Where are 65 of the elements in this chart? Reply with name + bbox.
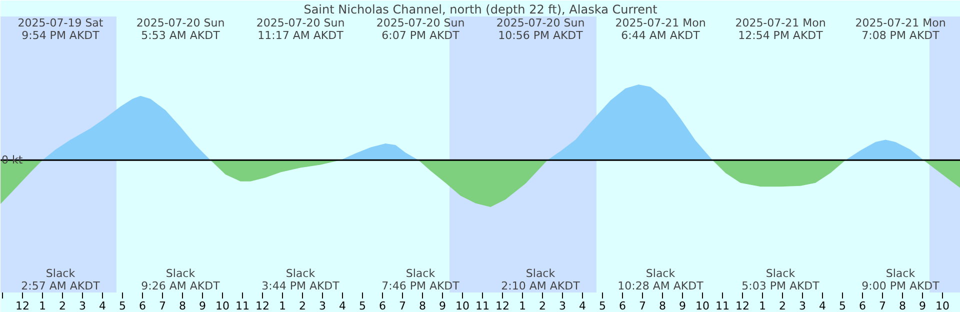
x-tick-label: 1 (759, 300, 766, 312)
text: Slack 9:26 AM AKDT (141, 267, 220, 292)
text: 2025-07-20 Sun 6:07 PM AKDT (376, 16, 465, 42)
text: Slack 7:46 PM AKDT (382, 267, 460, 292)
x-tick-label: 5 (599, 300, 606, 312)
x-tick-label: 9 (199, 300, 206, 312)
x-tick-label: 12 (736, 300, 750, 312)
x-tick-label: 10 (216, 300, 230, 312)
x-tick-label: 8 (179, 300, 186, 312)
text: Slack 9:00 PM AKDT (862, 267, 940, 292)
text: 2025-07-20 Sun 10:56 PM AKDT (496, 16, 585, 42)
text: 2025-07-19 Sat 9:54 PM AKDT (18, 16, 104, 42)
x-tick-label: 2 (59, 300, 66, 312)
x-tick-label: 7 (159, 300, 166, 312)
text: Slack 10:28 AM AKDT (618, 267, 704, 292)
x-tick-label: 1 (519, 300, 526, 312)
x-tick-label: 6 (619, 300, 626, 312)
x-tick-label: 4 (819, 300, 826, 312)
x-tick-label: 11 (236, 300, 250, 312)
x-tick-label: 8 (419, 300, 426, 312)
text: Slack 2:57 AM AKDT (21, 267, 100, 292)
x-tick-label: 4 (339, 300, 346, 312)
x-tick-label: 7 (639, 300, 646, 312)
x-tick-label: 5 (359, 300, 366, 312)
x-tick-label: 5 (839, 300, 846, 312)
x-tick-label: 4 (579, 300, 586, 312)
ref-line-label: 0 kt (2, 154, 24, 167)
x-tick-label: 5 (119, 300, 126, 312)
x-tick-label: 8 (659, 300, 666, 312)
text: 2025-07-21 Mon 12:54 PM AKDT (735, 16, 826, 42)
x-tick-label: 6 (859, 300, 866, 312)
x-tick-label: 6 (139, 300, 146, 312)
x-tick-label: 9 (679, 300, 686, 312)
text: Slack 3:44 PM AKDT (262, 267, 340, 292)
x-tick-label: 7 (399, 300, 406, 312)
text: 2025-07-21 Mon 6:44 AM AKDT (615, 16, 706, 42)
x-tick-label: 7 (879, 300, 886, 312)
text: 2025-07-21 Mon 7:08 PM AKDT (855, 16, 946, 42)
x-tick-label: 12 (16, 300, 30, 312)
x-tick-label: 10 (696, 300, 710, 312)
x-tick-label: 12 (496, 300, 510, 312)
x-tick-label: 9 (439, 300, 446, 312)
x-tick-label: 9 (919, 300, 926, 312)
x-tick-label: 2 (779, 300, 786, 312)
x-tick-label: 4 (99, 300, 106, 312)
x-tick-label: 3 (79, 300, 86, 312)
x-tick-label: 11 (716, 300, 730, 312)
x-tick-label: 3 (319, 300, 326, 312)
x-tick-label: 8 (899, 300, 906, 312)
text: 2025-07-20 Sun 5:53 AM AKDT (136, 16, 225, 42)
x-tick-label: 2 (299, 300, 306, 312)
x-tick-label: 12 (256, 300, 270, 312)
x-tick-label: 3 (559, 300, 566, 312)
x-tick-label: 1 (279, 300, 286, 312)
text: Slack 5:03 PM AKDT (742, 267, 820, 292)
x-tick-label: 11 (476, 300, 490, 312)
x-tick-label: 6 (379, 300, 386, 312)
x-tick-label: 10 (456, 300, 470, 312)
x-tick-label: 3 (799, 300, 806, 312)
chart-title: Saint Nicholas Channel, north (depth 22 ft), Alaska Current (304, 2, 658, 16)
x-tick-label: 10 (936, 300, 950, 312)
text: 2025-07-20 Sun 11:17 AM AKDT (256, 16, 345, 42)
text: Slack 2:10 AM AKDT (501, 267, 580, 292)
x-tick-label: 2 (539, 300, 546, 312)
x-tick-label: 1 (39, 300, 46, 312)
